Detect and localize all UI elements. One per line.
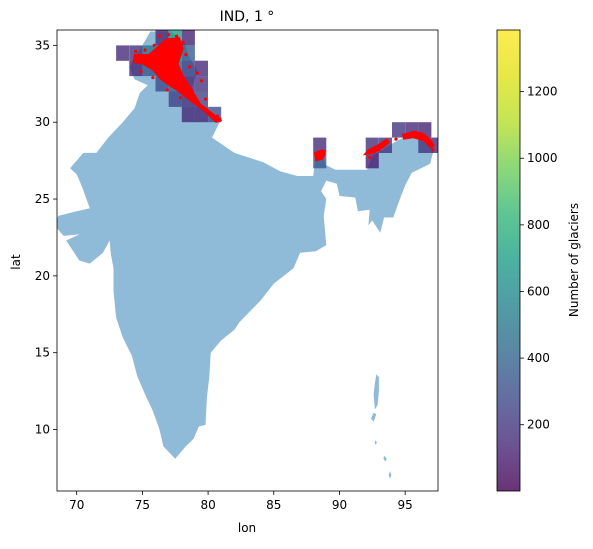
glacier-point bbox=[188, 65, 192, 69]
colorbar-tick-label: 600 bbox=[527, 284, 550, 298]
glacier-point bbox=[218, 117, 222, 121]
glacier-point bbox=[165, 88, 169, 92]
colorbar-tick-label: 800 bbox=[527, 218, 550, 232]
glacier-outline-3 bbox=[362, 138, 391, 156]
glacier-point bbox=[152, 43, 156, 48]
colorbar-gradient bbox=[497, 30, 520, 491]
glacier-point bbox=[377, 148, 381, 152]
y-tick-label: 30 bbox=[35, 115, 50, 129]
glacier-point bbox=[394, 137, 398, 141]
grid-cell bbox=[181, 60, 195, 77]
x-tick-label: 75 bbox=[135, 498, 150, 512]
y-axis-label: lat bbox=[9, 254, 23, 270]
colorbar-ticks: 200 400 600 800 1000 1200 bbox=[520, 85, 558, 432]
x-tick-label: 85 bbox=[266, 498, 281, 512]
glacier-point bbox=[181, 40, 185, 44]
island-2 bbox=[374, 440, 377, 445]
glacier-point bbox=[184, 53, 188, 57]
grid-cell bbox=[129, 60, 143, 77]
glacier-outline-4 bbox=[401, 130, 435, 150]
grid-cell bbox=[392, 122, 406, 138]
grid-cell bbox=[181, 45, 195, 61]
glacier-point bbox=[157, 34, 162, 38]
glacier-outline-1 bbox=[157, 52, 179, 74]
y-tick-label: 25 bbox=[35, 192, 50, 206]
island-0 bbox=[373, 374, 379, 410]
island-3 bbox=[383, 455, 387, 462]
glacier-point bbox=[151, 76, 155, 80]
grid-cell bbox=[181, 30, 195, 46]
glacier-point bbox=[167, 33, 171, 37]
glacier-point bbox=[203, 97, 208, 101]
glacier-point bbox=[407, 132, 411, 137]
glacier-point bbox=[425, 140, 430, 144]
x-tick-label: 90 bbox=[332, 498, 347, 512]
island-1 bbox=[371, 412, 377, 422]
glacier-outlines-layer bbox=[132, 33, 435, 162]
grid-cell bbox=[365, 152, 379, 169]
grid-cell bbox=[116, 45, 130, 61]
glacier-point bbox=[139, 69, 143, 74]
glacier-point bbox=[175, 34, 179, 38]
colorbar-frame bbox=[496, 29, 521, 492]
colorbar-tick-label: 1000 bbox=[527, 151, 558, 165]
glacier-point bbox=[143, 48, 147, 52]
y-tick-label: 20 bbox=[35, 269, 50, 283]
x-axis-label: lon bbox=[238, 521, 256, 535]
glacier-point bbox=[134, 49, 138, 54]
colorbar: 200 400 600 800 1000 1200 Number of glaciers bbox=[496, 29, 581, 492]
y-tick-label: 10 bbox=[35, 423, 50, 437]
map-title: IND, 1 ° bbox=[220, 9, 275, 25]
grid-cell bbox=[194, 76, 208, 92]
y-tick-label: 15 bbox=[35, 346, 50, 360]
land-layer bbox=[57, 31, 435, 479]
glacier-point bbox=[215, 114, 219, 118]
glacier-point bbox=[316, 155, 320, 160]
glacier-point bbox=[196, 71, 200, 75]
x-axis: 70 75 80 85 90 95 bbox=[69, 491, 413, 512]
grid-cell bbox=[168, 91, 182, 107]
glacier-point bbox=[199, 79, 204, 83]
plot-frame bbox=[56, 29, 439, 492]
island-4 bbox=[388, 471, 392, 479]
grid-cell bbox=[313, 137, 327, 153]
y-tick-label: 35 bbox=[35, 38, 50, 52]
glacier-point bbox=[178, 96, 183, 100]
x-tick-label: 95 bbox=[398, 498, 413, 512]
glacier-point bbox=[322, 149, 326, 153]
grid-cell bbox=[181, 106, 195, 123]
india-mainland bbox=[57, 31, 435, 459]
glacier-point bbox=[431, 148, 435, 152]
x-tick-label: 70 bbox=[69, 498, 84, 512]
x-tick-label: 80 bbox=[200, 498, 215, 512]
colorbar-tick-label: 1200 bbox=[527, 85, 558, 99]
glacier-point bbox=[368, 155, 372, 160]
colorbar-label: Number of glaciers bbox=[567, 203, 581, 317]
colorbar-tick-label: 200 bbox=[527, 418, 550, 432]
glacier-outline-0 bbox=[132, 37, 223, 123]
y-axis: 10 15 20 25 30 35 bbox=[35, 38, 57, 437]
colorbar-tick-label: 400 bbox=[527, 351, 550, 365]
